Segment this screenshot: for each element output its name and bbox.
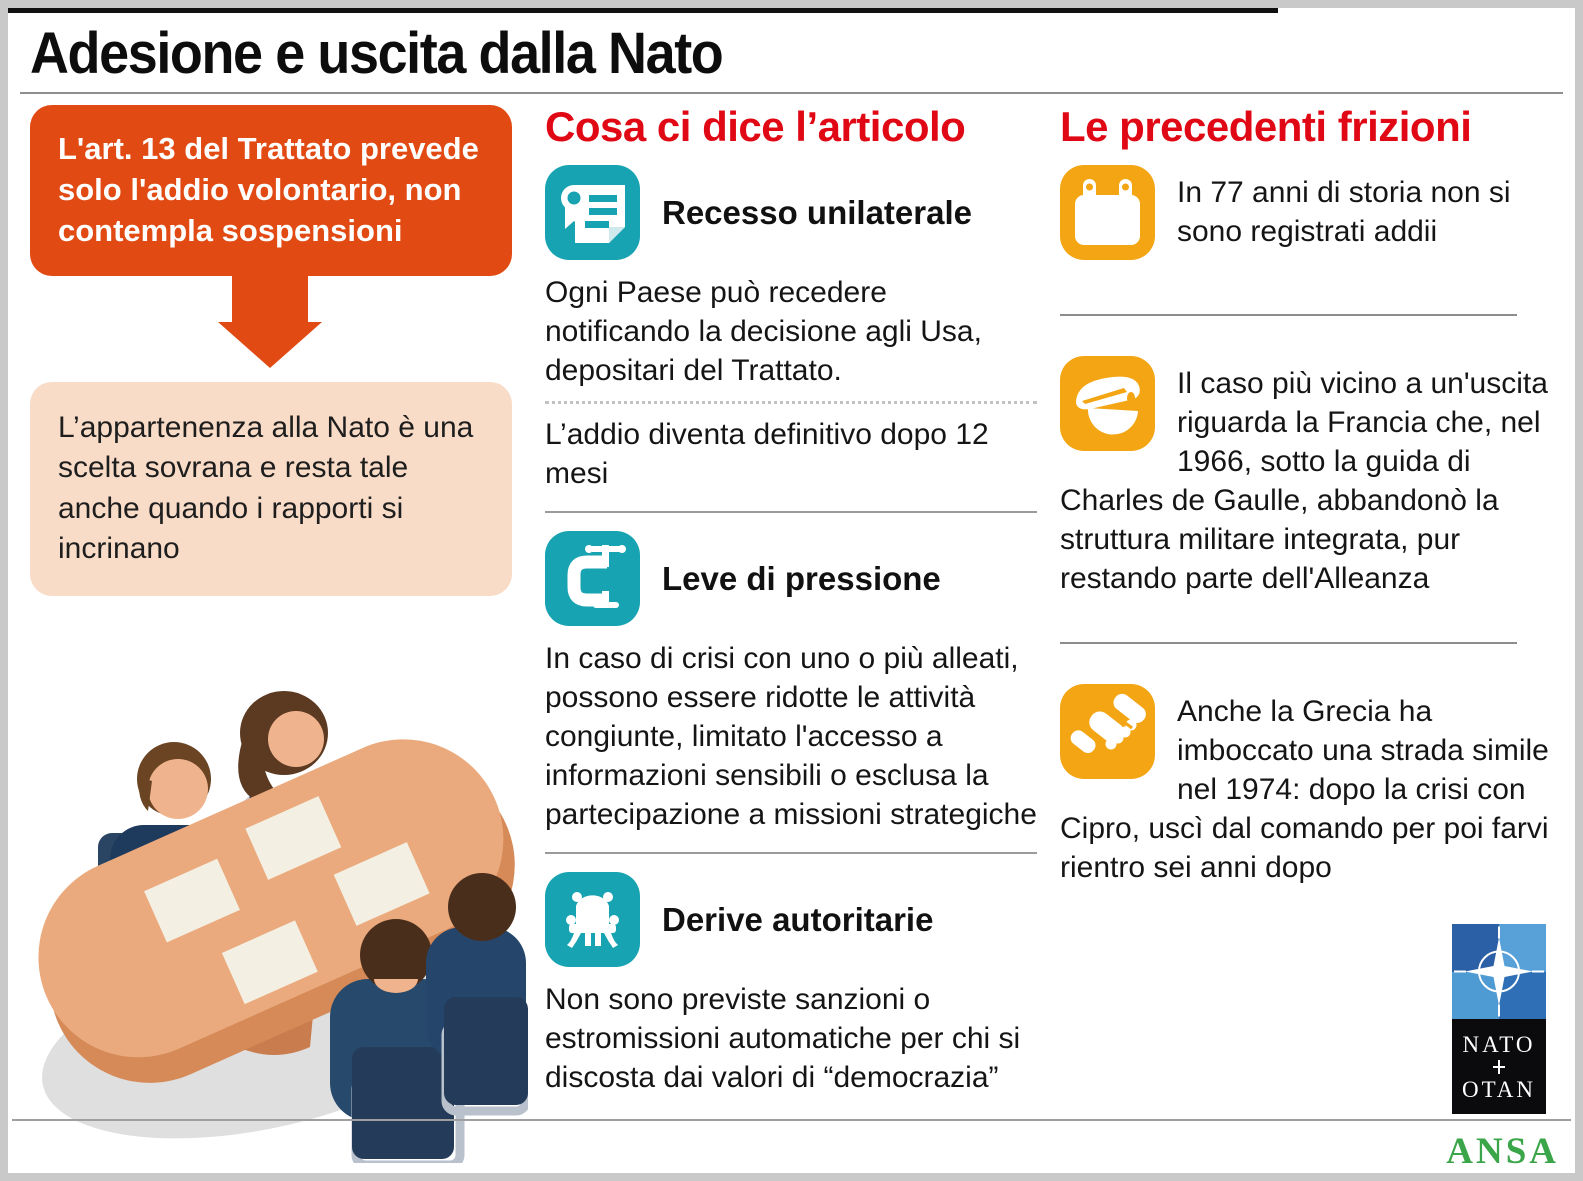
certificate-icon: [545, 165, 640, 261]
membership-note: L’appartenenza alla Nato è una scelta so…: [30, 381, 512, 596]
otan-label: OTAN: [1461, 1076, 1537, 1102]
nato-flag: [1452, 924, 1546, 1019]
friction-item-greece: Anche la Grecia ha imboccato una strada …: [1060, 684, 1557, 887]
section-divider: [545, 852, 1037, 855]
frictions-column: Le precedenti frizioni In 77 anni di sto…: [1060, 103, 1557, 887]
nato-logo: NATO OTAN: [1452, 924, 1546, 1114]
title-divider: [20, 92, 1563, 94]
nato-label: NATO: [1462, 1031, 1536, 1057]
person-near-right: [426, 873, 528, 1116]
dotted-divider: [545, 401, 1037, 405]
treaty-callout: L'art. 13 del Trattato prevede solo l'ad…: [30, 105, 512, 276]
calendar-icon: [1060, 165, 1155, 261]
conference-table: [38, 739, 515, 1083]
down-arrow-icon: [232, 275, 308, 322]
article-item-derive: Derive autoritarie Non sono previste san…: [545, 872, 1037, 1097]
down-arrow-head-icon: [218, 321, 322, 368]
article-heading: Cosa ci dice l’articolo: [545, 103, 966, 150]
article-item-text: Ogni Paese può recedere notificando la d…: [545, 276, 982, 388]
friction-item-france: Il caso più vicino a un'uscita riguarda …: [1060, 356, 1557, 598]
article-column: Cosa ci dice l’articolo Recesso unilater…: [545, 103, 1037, 1097]
papers: [144, 796, 430, 1005]
meeting-table-illustration: [38, 691, 528, 1163]
article-item-recesso: Recesso unilaterale Ogni Paese può reced…: [545, 165, 1037, 493]
nato-divider-icon: [1491, 1059, 1507, 1074]
article-item-title: Leve di pressione: [662, 559, 941, 597]
left-column: L'art. 13 del Trattato prevede solo l'ad…: [30, 105, 528, 1163]
article-item-text: Non sono previste sanzioni o estromissio…: [545, 983, 1021, 1095]
top-black-bar: [8, 8, 1278, 13]
page-title: Adesione e uscita dalla Nato: [30, 21, 724, 86]
friction-item-calendar: In 77 anni di storia non si sono registr…: [1060, 165, 1557, 270]
friction-text: Anche la Grecia ha imboccato una strada …: [1060, 695, 1549, 885]
article-item-text: In caso di crisi con uno o più alleati, …: [545, 642, 1037, 832]
military-cap-icon: [1060, 356, 1155, 452]
section-divider: [1060, 642, 1517, 645]
throne-icon: [545, 872, 640, 968]
article-item-leve: Leve di pressione In caso di crisi con u…: [545, 531, 1037, 834]
friction-text: Il caso più vicino a un'uscita riguarda …: [1060, 367, 1548, 596]
footer-divider: [12, 1119, 1571, 1121]
friction-text: In 77 anni di storia non si sono registr…: [1177, 176, 1511, 249]
nato-wordmark: NATO OTAN: [1452, 1019, 1546, 1114]
handshake-icon: [1060, 684, 1155, 780]
article-item-text2: L’addio diventa definitivo dopo 12 mesi: [545, 418, 989, 491]
article-item-title: Derive autoritarie: [662, 900, 934, 938]
section-divider: [545, 511, 1037, 514]
article-item-title: Recesso unilaterale: [662, 193, 972, 231]
nato-compass-rose-icon: [1454, 926, 1544, 1017]
frictions-heading: Le precedenti frizioni: [1060, 103, 1472, 150]
section-divider: [1060, 314, 1517, 317]
ansa-logo: ANSA: [1446, 1131, 1559, 1172]
clamp-icon: [545, 531, 640, 627]
